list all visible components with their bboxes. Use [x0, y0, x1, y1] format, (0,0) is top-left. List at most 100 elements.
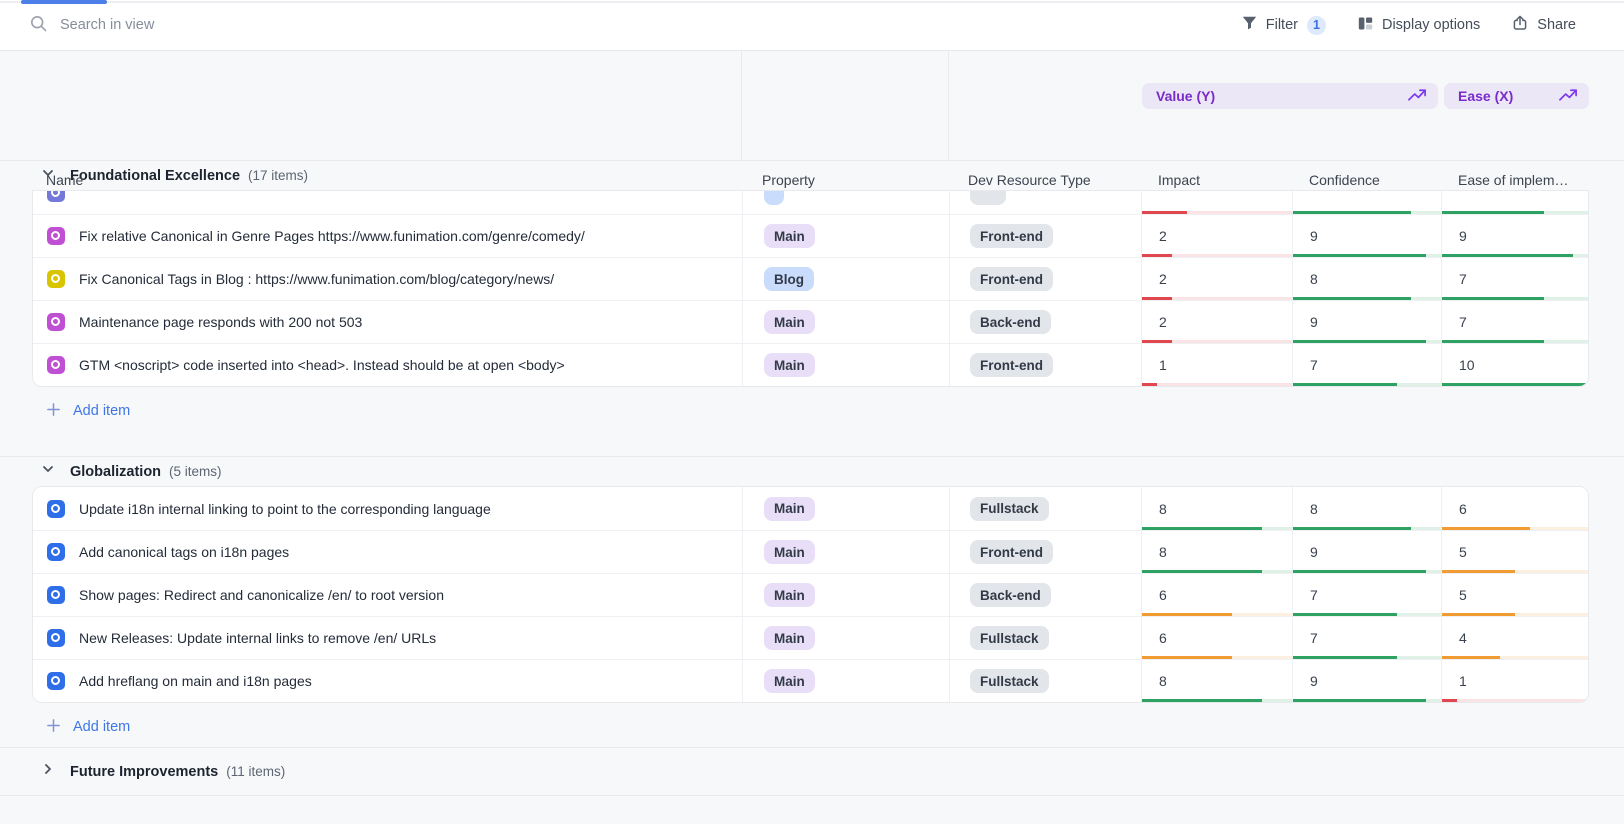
share-button[interactable]: Share [1512, 15, 1576, 35]
name-cell[interactable] [33, 191, 742, 214]
ease-cell[interactable]: 5 [1441, 531, 1588, 573]
confidence-cell[interactable]: 7 [1292, 344, 1441, 386]
search-input[interactable]: Search in view [30, 15, 154, 35]
table-row[interactable]: Update i18n internal linking to point to… [33, 487, 1588, 530]
name-cell[interactable]: Add canonical tags on i18n pages [33, 531, 742, 573]
score-bar [1293, 383, 1441, 386]
name-cell[interactable]: New Releases: Update internal links to r… [33, 617, 742, 659]
property-cell[interactable]: Main [742, 344, 949, 386]
dev-resource-type-cell[interactable]: Fullstack [949, 617, 1141, 659]
property-cell[interactable]: Main [742, 215, 949, 257]
property-cell[interactable]: Main [742, 531, 949, 573]
dev-resource-type-cell[interactable]: Back-end [949, 574, 1141, 616]
table-row[interactable]: Fix Canonical Tags in Blog : https://www… [33, 257, 1588, 300]
property-cell[interactable] [742, 191, 949, 214]
add-item-button[interactable]: Add item [46, 713, 1624, 741]
score-bar [1293, 254, 1441, 257]
group-header[interactable]: Future Improvements (11 items) [0, 747, 1624, 796]
confidence-cell[interactable]: 8 [1292, 487, 1441, 530]
impact-cell[interactable]: 8 [1141, 531, 1292, 573]
dev-resource-type-cell[interactable]: Front-end [949, 215, 1141, 257]
name-cell[interactable]: Add hreflang on main and i18n pages [33, 660, 742, 702]
column-header-ease[interactable]: Ease of implem… [1458, 172, 1569, 188]
confidence-value: 9 [1310, 544, 1318, 560]
ease-cell[interactable]: 7 [1441, 301, 1588, 343]
confidence-cell[interactable]: 9 [1292, 215, 1441, 257]
impact-cell[interactable]: 1 [1141, 344, 1292, 386]
ease-cell[interactable]: 6 [1441, 487, 1588, 530]
table-row[interactable]: Show pages: Redirect and canonicalize /e… [33, 573, 1588, 616]
impact-cell[interactable]: 8 [1141, 660, 1292, 702]
table-row[interactable]: Add canonical tags on i18n pages Main Fr… [33, 530, 1588, 573]
dev-resource-type-cell[interactable]: Fullstack [949, 487, 1141, 530]
confidence-cell[interactable]: 9 [1292, 301, 1441, 343]
filter-button[interactable]: Filter 1 [1242, 15, 1326, 35]
column-header-impact[interactable]: Impact [1158, 172, 1201, 188]
ease-cell[interactable] [1441, 191, 1588, 214]
chevron-right-icon[interactable] [40, 761, 56, 783]
group-header[interactable]: Globalization (5 items) [0, 456, 1624, 486]
ease-cell[interactable]: 4 [1441, 617, 1588, 659]
table-row[interactable]: Maintenance page responds with 200 not 5… [33, 300, 1588, 343]
confidence-cell[interactable]: 8 [1292, 258, 1441, 300]
name-cell[interactable]: Show pages: Redirect and canonicalize /e… [33, 574, 742, 616]
property-cell[interactable]: Main [742, 301, 949, 343]
table-row[interactable] [33, 191, 1588, 214]
dev-resource-type-badge: Fullstack [970, 626, 1049, 650]
name-cell[interactable]: Maintenance page responds with 200 not 5… [33, 301, 742, 343]
dev-resource-type-cell[interactable]: Front-end [949, 258, 1141, 300]
name-cell[interactable]: GTM <noscript> code inserted into <head>… [33, 344, 742, 386]
add-item-button[interactable]: Add item [46, 397, 1624, 425]
item-type-icon [47, 313, 65, 331]
display-options-button[interactable]: Display options [1358, 16, 1480, 35]
ease-cell[interactable]: 7 [1441, 258, 1588, 300]
ease-cell[interactable]: 5 [1441, 574, 1588, 616]
horizontal-scrollbar-thumb[interactable] [21, 0, 107, 4]
property-cell[interactable]: Main [742, 660, 949, 702]
dev-resource-type-cell[interactable]: Fullstack [949, 660, 1141, 702]
dev-resource-type-cell[interactable]: Front-end [949, 344, 1141, 386]
dev-resource-type-cell[interactable]: Back-end [949, 301, 1141, 343]
confidence-cell[interactable] [1292, 191, 1441, 214]
score-bar [1142, 383, 1292, 386]
impact-cell[interactable]: 8 [1141, 487, 1292, 530]
confidence-cell[interactable]: 9 [1292, 660, 1441, 702]
group-header[interactable]: Foundational Excellence (17 items) [0, 160, 1624, 190]
confidence-cell[interactable]: 9 [1292, 531, 1441, 573]
name-cell[interactable]: Update i18n internal linking to point to… [33, 487, 742, 530]
ease-cell[interactable]: 1 [1441, 660, 1588, 702]
dev-resource-type-cell[interactable] [949, 191, 1141, 214]
table-row[interactable]: Fix relative Canonical in Genre Pages ht… [33, 214, 1588, 257]
confidence-cell[interactable]: 7 [1292, 574, 1441, 616]
column-header-dev-resource-type[interactable]: Dev Resource Type [968, 172, 1091, 188]
score-bar [1142, 570, 1292, 573]
table-row[interactable]: Add hreflang on main and i18n pages Main… [33, 659, 1588, 702]
impact-cell[interactable]: 6 [1141, 574, 1292, 616]
ease-cell[interactable]: 9 [1441, 215, 1588, 257]
confidence-cell[interactable]: 7 [1292, 617, 1441, 659]
dev-resource-type-cell[interactable]: Front-end [949, 531, 1141, 573]
name-cell[interactable]: Fix relative Canonical in Genre Pages ht… [33, 215, 742, 257]
impact-cell[interactable]: 2 [1141, 215, 1292, 257]
property-cell[interactable]: Main [742, 487, 949, 530]
value-y-column-group[interactable]: Value (Y) [1142, 83, 1438, 109]
table-row[interactable]: GTM <noscript> code inserted into <head>… [33, 343, 1588, 386]
ease-cell[interactable]: 10 [1441, 344, 1588, 386]
score-bar [1293, 527, 1441, 530]
chevron-down-icon[interactable] [40, 461, 56, 483]
column-header-name[interactable]: Name [46, 172, 84, 188]
property-cell[interactable]: Main [742, 617, 949, 659]
ease-x-column-group[interactable]: Ease (X) [1444, 83, 1589, 109]
impact-cell[interactable]: 2 [1141, 301, 1292, 343]
name-cell[interactable]: Fix Canonical Tags in Blog : https://www… [33, 258, 742, 300]
column-header-property[interactable]: Property [762, 172, 815, 188]
impact-cell[interactable] [1141, 191, 1292, 214]
column-header-confidence[interactable]: Confidence [1309, 172, 1380, 188]
property-cell[interactable]: Main [742, 574, 949, 616]
impact-cell[interactable]: 6 [1141, 617, 1292, 659]
group-rows-card: Fix relative Canonical in Genre Pages ht… [32, 190, 1589, 387]
table-row[interactable]: New Releases: Update internal links to r… [33, 616, 1588, 659]
chevron-down-icon[interactable] [40, 165, 56, 187]
impact-cell[interactable]: 2 [1141, 258, 1292, 300]
property-cell[interactable]: Blog [742, 258, 949, 300]
